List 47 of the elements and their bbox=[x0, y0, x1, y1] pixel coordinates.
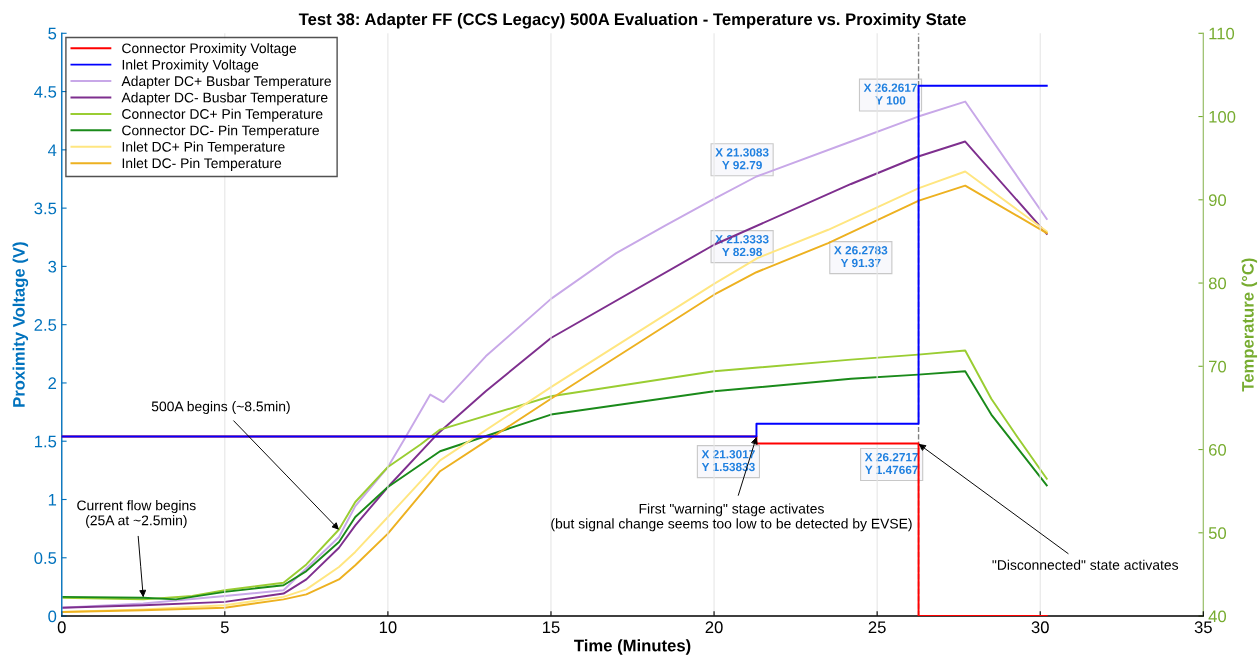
y2-tick-label: 40 bbox=[1208, 610, 1227, 623]
legend-label: Connector Proximity Voltage bbox=[122, 43, 297, 56]
legend-label: Connector DC+ Pin Temperature bbox=[122, 108, 323, 122]
y-tick-label: 4 bbox=[47, 144, 57, 156]
annotation: Current flow begins (25A at ~2.5min) bbox=[77, 500, 196, 529]
y-tick-label: 4.5 bbox=[34, 86, 57, 98]
legend-label: Inlet DC+ Pin Temperature bbox=[122, 141, 285, 155]
annotation: X 21.3083 Y 92.79 bbox=[715, 148, 769, 170]
legend-label: Inlet DC- Pin Temperature bbox=[122, 157, 282, 171]
y2-tick-label: 90 bbox=[1208, 194, 1227, 206]
x-tick-label: 0 bbox=[57, 621, 66, 634]
x-axis-title: Time (Minutes) bbox=[574, 639, 691, 655]
annotation: X 26.2717 Y 1.47667 bbox=[864, 452, 919, 475]
y2-tick-label: 80 bbox=[1208, 277, 1227, 290]
y-tick-label: 2 bbox=[48, 377, 57, 389]
y-tick-label: 1 bbox=[48, 494, 57, 506]
x-tick-label: 30 bbox=[1031, 621, 1049, 634]
x-tick-label: 15 bbox=[542, 621, 560, 634]
legend-label: Adapter DC+ Busbar Temperature bbox=[121, 75, 331, 89]
legend-label: Connector DC- Pin Temperature bbox=[122, 125, 319, 139]
y-tick-label: 3 bbox=[48, 260, 57, 273]
y-tick-label: 3.5 bbox=[34, 202, 57, 215]
y-axis-title: Proximity Voltage (V) bbox=[12, 242, 29, 407]
y2-tick-label: 70 bbox=[1209, 360, 1227, 373]
annotation: X 26.2783 Y 91.37 bbox=[834, 246, 888, 268]
y-tick-label: 1.5 bbox=[34, 435, 57, 448]
annotation: X 26.2617 Y 100 bbox=[863, 83, 917, 105]
annotation: 500A begins (~8.5min) bbox=[151, 401, 290, 415]
y-tick-label: 0 bbox=[48, 610, 57, 623]
y2-tick-label: 50 bbox=[1208, 527, 1227, 539]
y2-tick-label: 100 bbox=[1209, 110, 1236, 123]
x-tick-label: 10 bbox=[379, 621, 397, 634]
annotation: "Disconnected" state activates bbox=[992, 559, 1179, 570]
x-tick-label: 25 bbox=[868, 621, 886, 634]
annotation: First "warning" stage activates (but signal change seems too low to be detected by EVSE) bbox=[551, 503, 912, 532]
y2-tick-label: 110 bbox=[1209, 27, 1235, 40]
chart-title: Test 38: Adapter FF (CCS Legacy) 500A Evaluation - Temperature vs. Proximity State bbox=[298, 12, 966, 29]
y2-axis-title: Temperature (°C) bbox=[1241, 258, 1258, 392]
x-tick-label: 20 bbox=[705, 621, 723, 634]
y-tick-label: 2.5 bbox=[34, 319, 57, 331]
legend-label: Inlet Proximity Voltage bbox=[122, 59, 259, 73]
x-tick-label: 35 bbox=[1194, 621, 1212, 634]
legend-label: Adapter DC- Busbar Temperature bbox=[121, 92, 328, 106]
y2-tick-label: 60 bbox=[1209, 443, 1227, 456]
y-tick-label: 5 bbox=[48, 27, 57, 40]
x-tick-label: 5 bbox=[220, 621, 229, 634]
y-tick-label: 0.5 bbox=[34, 552, 57, 564]
